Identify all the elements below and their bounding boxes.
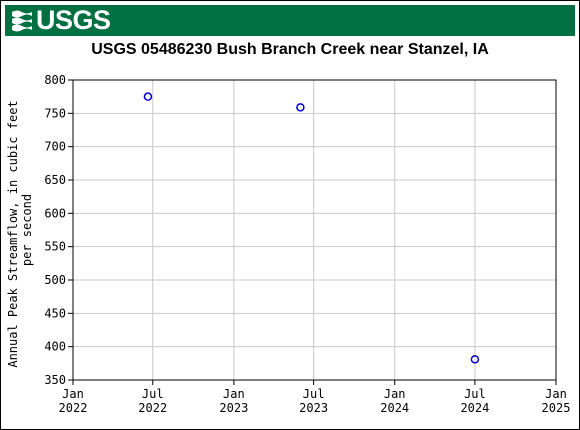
x-tick-label-month: Jul: [142, 387, 164, 401]
data-point: [470, 355, 480, 364]
x-axis-ticks: Jan2022Jul2022Jan2023Jul2023Jan2024Jul20…: [59, 380, 571, 415]
data-point: [143, 92, 153, 101]
x-tick-label-year: 2022: [59, 401, 88, 415]
y-tick-label: 700: [44, 140, 66, 154]
x-tick-label-month: Jan: [223, 387, 245, 401]
y-tick-label: 750: [44, 106, 66, 120]
y-tick-label: 600: [44, 206, 66, 220]
x-tick-label-year: 2023: [219, 401, 248, 415]
data-point: [296, 103, 305, 112]
x-tick-label-month: Jul: [464, 387, 486, 401]
x-tick-label-year: 2024: [380, 401, 409, 415]
y-axis-label-line1: Annual Peak Streamflow, in cubic feet: [6, 100, 20, 367]
y-tick-label: 350: [44, 373, 66, 387]
x-tick-label-year: 2022: [138, 401, 167, 415]
usgs-banner: USGS: [5, 5, 575, 36]
y-axis-ticks: 350 400 450 500 550 600 650 700 750 800: [44, 73, 73, 387]
y-tick-label: 450: [44, 306, 66, 320]
x-tick-label-month: Jan: [545, 387, 567, 401]
y-tick-label: 500: [44, 273, 66, 287]
chart-title: USGS 05486230 Bush Branch Creek near Sta…: [91, 41, 489, 58]
x-tick-label-year: 2024: [460, 401, 489, 415]
y-tick-label: 800: [44, 73, 66, 87]
x-tick-label-month: Jan: [62, 387, 84, 401]
data-points: [143, 92, 480, 364]
plot-area: [72, 79, 557, 381]
y-tick-label: 400: [44, 340, 66, 354]
y-axis-label-line2: per second: [20, 194, 34, 266]
usgs-logo-text: USGS: [36, 5, 111, 35]
grid-lines: [72, 79, 557, 381]
usgs-logo[interactable]: USGS: [11, 5, 111, 35]
usgs-wave-icon: [12, 10, 32, 31]
x-tick-label-year: 2025: [542, 401, 571, 415]
x-tick-label-year: 2023: [299, 401, 328, 415]
x-tick-label-month: Jul: [303, 387, 325, 401]
x-tick-label-month: Jan: [384, 387, 406, 401]
y-tick-label: 550: [44, 240, 66, 254]
y-tick-label: 650: [44, 173, 66, 187]
